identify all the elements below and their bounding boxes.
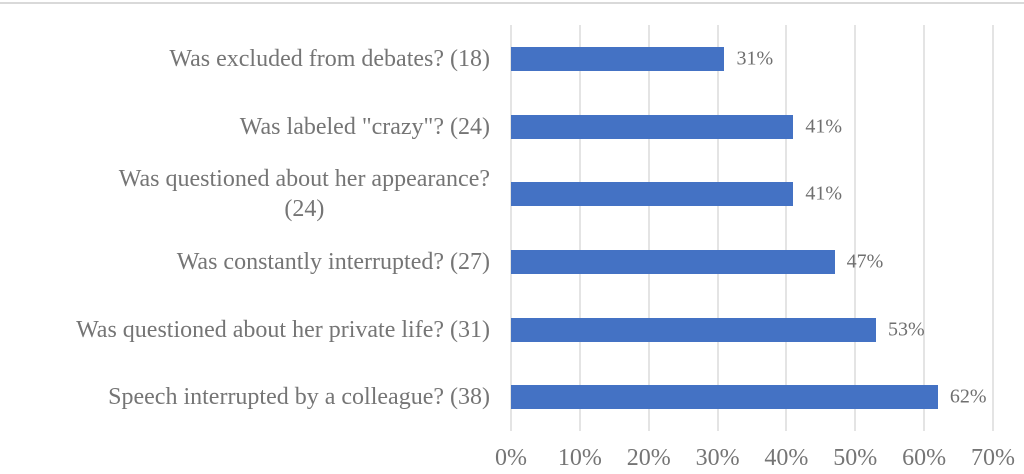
bar bbox=[511, 249, 835, 274]
category-label: Was excluded from debates? (18) bbox=[169, 45, 490, 72]
category-label: Was labeled "crazy"? (24) bbox=[239, 113, 490, 140]
page-edge-divider bbox=[0, 2, 1024, 4]
category-label: Was questioned about her private life? (… bbox=[76, 316, 490, 343]
bar bbox=[511, 46, 725, 71]
gridline bbox=[854, 25, 857, 431]
value-label: 62% bbox=[949, 385, 987, 408]
bar bbox=[511, 182, 794, 207]
category-label: Was constantly interrupted? (27) bbox=[176, 248, 490, 275]
category-label: Was questioned about her appearance? (24… bbox=[118, 166, 490, 223]
x-tick-label: 10% bbox=[557, 445, 602, 471]
value-label: 41% bbox=[805, 115, 842, 137]
x-axis: 0% 10% 20% 30% 40% 50% 60% 70% bbox=[495, 443, 1015, 474]
gridline bbox=[510, 25, 512, 431]
x-tick-label: 30% bbox=[695, 445, 740, 471]
x-tick-label: 70% bbox=[971, 445, 1015, 471]
gridline bbox=[923, 25, 926, 431]
plot-area: 31% 41% 41% 47% 53% 62% bbox=[510, 25, 994, 431]
x-tick-label: 60% bbox=[902, 445, 947, 471]
x-tick-label: 0% bbox=[495, 445, 527, 471]
bar bbox=[511, 385, 938, 410]
gridline bbox=[785, 25, 788, 431]
category-label: Speech interrupted by a colleague? (38) bbox=[108, 384, 490, 411]
x-tick-label: 40% bbox=[764, 445, 809, 471]
value-label: 53% bbox=[887, 318, 925, 340]
gridline bbox=[716, 25, 719, 431]
gridline bbox=[992, 25, 994, 431]
gridline bbox=[578, 25, 581, 431]
bar bbox=[511, 114, 794, 139]
bar bbox=[511, 317, 876, 342]
x-tick-label: 50% bbox=[833, 445, 878, 471]
x-tick-label: 20% bbox=[626, 445, 671, 471]
category-axis: Was excluded from debates? (18) Was label… bbox=[0, 25, 490, 431]
value-label: 41% bbox=[805, 182, 842, 205]
value-label: 47% bbox=[846, 250, 884, 273]
value-label: 31% bbox=[736, 47, 774, 70]
gridline bbox=[647, 25, 650, 431]
